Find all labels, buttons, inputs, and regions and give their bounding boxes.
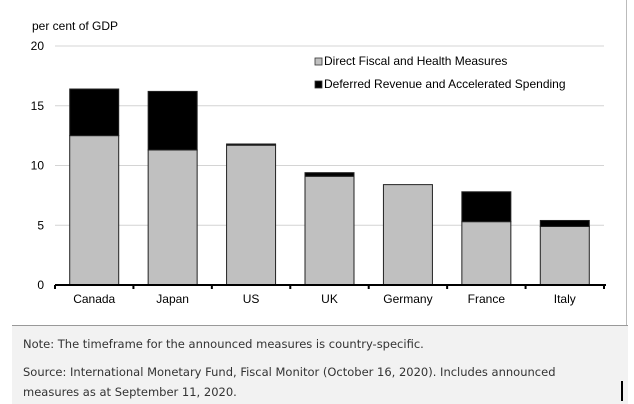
legend-swatch — [314, 57, 323, 66]
legend-label: Direct Fiscal and Health Measures — [324, 54, 507, 68]
bar-uk-series-1 — [304, 172, 355, 177]
bar-germany-series-0 — [382, 184, 433, 286]
bar-japan-series-1 — [147, 90, 198, 151]
bar-uk-series-0 — [304, 175, 355, 286]
y-tick-label: 15 — [31, 99, 45, 113]
x-tick-label: Japan — [156, 292, 189, 306]
bar-france-series-1 — [461, 191, 512, 223]
x-tick-label: Canada — [73, 292, 115, 306]
bar-italy-series-0 — [539, 225, 590, 286]
legend-label: Deferred Revenue and Accelerated Spendin… — [324, 77, 566, 91]
y-tick-label: 20 — [31, 39, 45, 53]
x-tick-label: US — [243, 292, 260, 306]
note-text: Note: The timeframe for the announced me… — [23, 337, 424, 351]
y-tick-label: 0 — [37, 278, 44, 292]
x-tick-label: Germany — [383, 292, 432, 306]
y-tick-label: 5 — [37, 218, 44, 232]
source-text: Source: International Monetary Fund, Fis… — [23, 365, 556, 399]
bar-us-series-1 — [226, 143, 277, 146]
bar-japan-series-0 — [147, 149, 198, 286]
x-tick-label: France — [468, 292, 506, 306]
y-axis-label: per cent of GDP — [32, 19, 118, 33]
x-tick-label: Italy — [554, 292, 576, 306]
bar-canada-series-0 — [69, 135, 120, 286]
y-tick-label: 10 — [31, 159, 45, 173]
bar-canada-series-1 — [69, 88, 120, 137]
x-tick-label: UK — [321, 292, 338, 306]
bar-france-series-0 — [461, 221, 512, 286]
legend-swatch — [314, 80, 323, 89]
bar-us-series-0 — [226, 144, 277, 286]
notes-panel: Note: The timeframe for the announced me… — [12, 325, 628, 404]
stacked-bar-chart: per cent of GDP 0 5 10 15 20 Canada Japan US UK… — [31, 19, 606, 306]
text-cursor — [621, 381, 623, 401]
bar-italy-series-1 — [539, 219, 590, 227]
chart-border — [626, 0, 627, 325]
